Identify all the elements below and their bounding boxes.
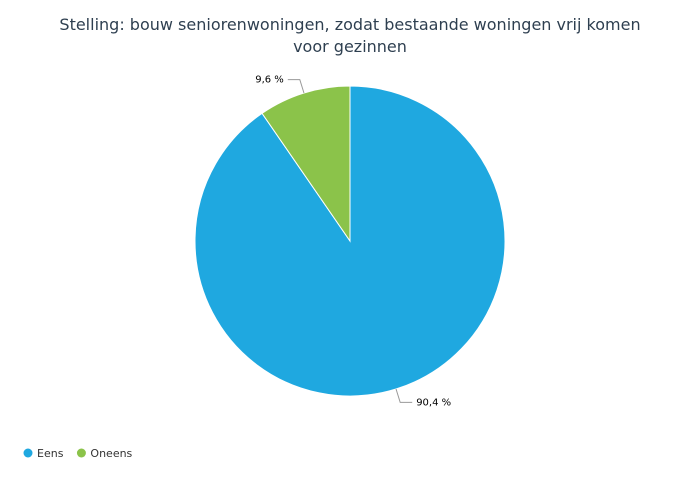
legend-marker	[23, 448, 33, 458]
data-label: 9,6 %	[255, 75, 284, 86]
legend-label: Oneens	[90, 447, 132, 460]
legend-marker	[76, 448, 86, 458]
data-label: 90,4 %	[416, 397, 451, 408]
legend-label: Eens	[37, 447, 64, 460]
label-connector	[287, 79, 305, 94]
chart-title: Stelling: bouw seniorenwoningen, zodat b…	[59, 15, 641, 56]
label-connector	[395, 388, 413, 403]
